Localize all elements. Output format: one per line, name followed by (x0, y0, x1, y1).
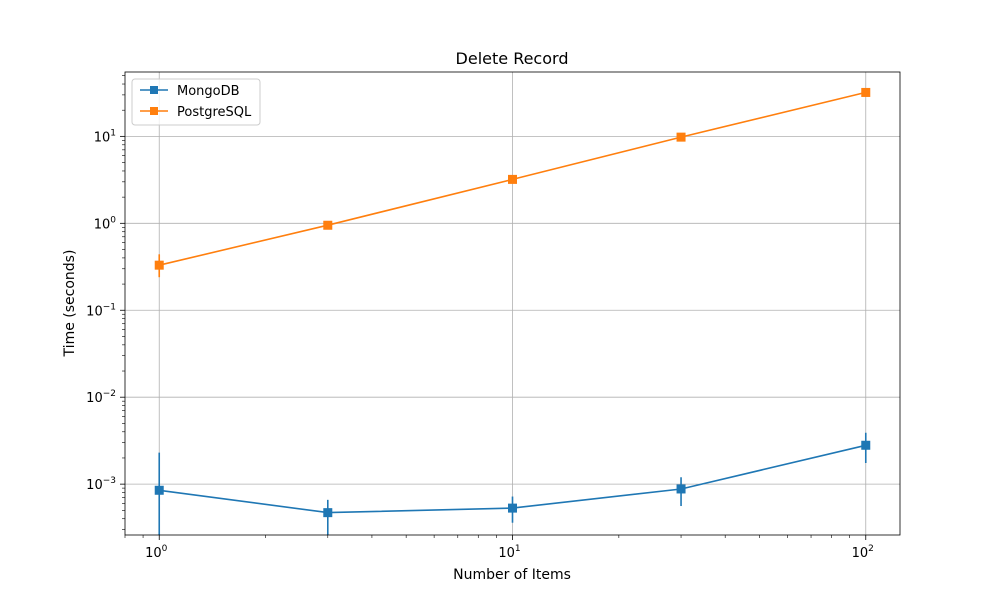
data-point-postgresql (323, 220, 333, 230)
y-tick-label-base: 10 (86, 391, 103, 406)
y-tick-label: 100 (94, 215, 117, 232)
x-tick-label-exponent: 1 (515, 544, 521, 554)
legend-label-mongodb: MongoDB (177, 84, 240, 99)
data-point-mongodb (508, 503, 517, 513)
y-axis-label: Time (seconds) (62, 250, 78, 358)
data-layer (154, 87, 871, 535)
data-point-mongodb (154, 485, 164, 495)
x-tick-label-exponent: 2 (868, 544, 874, 554)
data-point-postgresql (676, 132, 686, 142)
y-tick-label-exponent: −3 (103, 476, 116, 486)
legend-label-postgresql: PostgreSQL (177, 105, 252, 120)
y-tick-label: 10−1 (86, 302, 116, 319)
series-postgresql (154, 87, 871, 278)
legend-marker-mongodb (150, 86, 158, 94)
data-point-mongodb (861, 440, 871, 450)
data-point-mongodb (323, 508, 333, 518)
data-point-postgresql (861, 87, 871, 97)
x-tick-label: 102 (852, 544, 874, 561)
y-tick-label: 10−2 (86, 389, 116, 406)
grid-layer (125, 72, 900, 535)
legend: MongoDB PostgreSQL (131, 78, 261, 126)
legend-marker-postgresql (150, 107, 158, 115)
x-tick-label-exponent: 0 (162, 544, 168, 554)
data-point-postgresql (154, 260, 164, 270)
chart-title: Delete Record (456, 49, 569, 68)
x-axis-label: Number of Items (453, 567, 571, 583)
y-tick-label-base: 10 (94, 217, 111, 232)
y-tick-label-base: 10 (86, 304, 103, 319)
y-tick-label: 10−3 (86, 476, 116, 493)
y-tick-label-exponent: −2 (103, 389, 116, 399)
series-mongodb (154, 432, 871, 535)
x-tick-label: 101 (498, 544, 520, 561)
y-tick-label-exponent: 0 (110, 215, 116, 225)
y-tick-label-base: 10 (94, 130, 111, 145)
y-tick-label-exponent: −1 (103, 302, 116, 312)
y-tick-label-base: 10 (86, 478, 103, 493)
y-tick-label: 101 (94, 128, 116, 145)
data-point-postgresql (508, 174, 517, 184)
data-point-mongodb (676, 484, 686, 494)
x-tick-label: 100 (145, 544, 168, 561)
y-tick-label-exponent: 1 (110, 128, 116, 138)
